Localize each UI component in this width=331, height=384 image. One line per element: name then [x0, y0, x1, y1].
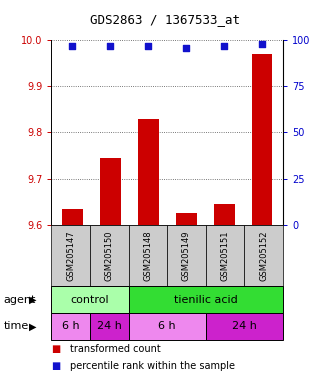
- Text: GSM205148: GSM205148: [143, 230, 152, 281]
- Bar: [244, 225, 283, 286]
- Bar: [206, 313, 283, 340]
- Text: agent: agent: [3, 295, 36, 305]
- Bar: [206, 225, 244, 286]
- Bar: [128, 286, 283, 313]
- Text: ■: ■: [51, 344, 61, 354]
- Bar: [90, 225, 128, 286]
- Text: GDS2863 / 1367533_at: GDS2863 / 1367533_at: [90, 13, 241, 26]
- Bar: [62, 209, 83, 225]
- Bar: [213, 204, 235, 225]
- Bar: [138, 119, 159, 225]
- Text: ▶: ▶: [29, 295, 37, 305]
- Bar: [128, 225, 167, 286]
- Point: [146, 43, 151, 49]
- Bar: [51, 225, 90, 286]
- Text: ■: ■: [51, 361, 61, 371]
- Text: 24 h: 24 h: [97, 321, 122, 331]
- Text: 24 h: 24 h: [232, 321, 257, 331]
- Text: percentile rank within the sample: percentile rank within the sample: [70, 361, 234, 371]
- Text: 6 h: 6 h: [62, 321, 79, 331]
- Text: transformed count: transformed count: [70, 344, 160, 354]
- Bar: [167, 225, 206, 286]
- Bar: [51, 313, 90, 340]
- Point: [70, 43, 75, 49]
- Point: [260, 41, 265, 47]
- Bar: [100, 158, 121, 225]
- Text: GSM205150: GSM205150: [105, 230, 114, 281]
- Text: control: control: [71, 295, 109, 305]
- Bar: [252, 54, 272, 225]
- Bar: [176, 213, 197, 225]
- Point: [221, 43, 227, 49]
- Point: [108, 43, 113, 49]
- Text: GSM205152: GSM205152: [259, 230, 268, 281]
- Text: GSM205147: GSM205147: [66, 230, 75, 281]
- Bar: [128, 313, 206, 340]
- Text: ▶: ▶: [29, 321, 37, 331]
- Text: GSM205149: GSM205149: [182, 230, 191, 281]
- Text: tienilic acid: tienilic acid: [174, 295, 238, 305]
- Text: 6 h: 6 h: [158, 321, 176, 331]
- Bar: [51, 286, 128, 313]
- Point: [183, 45, 189, 51]
- Text: GSM205151: GSM205151: [220, 230, 230, 281]
- Text: time: time: [3, 321, 28, 331]
- Bar: [90, 313, 128, 340]
